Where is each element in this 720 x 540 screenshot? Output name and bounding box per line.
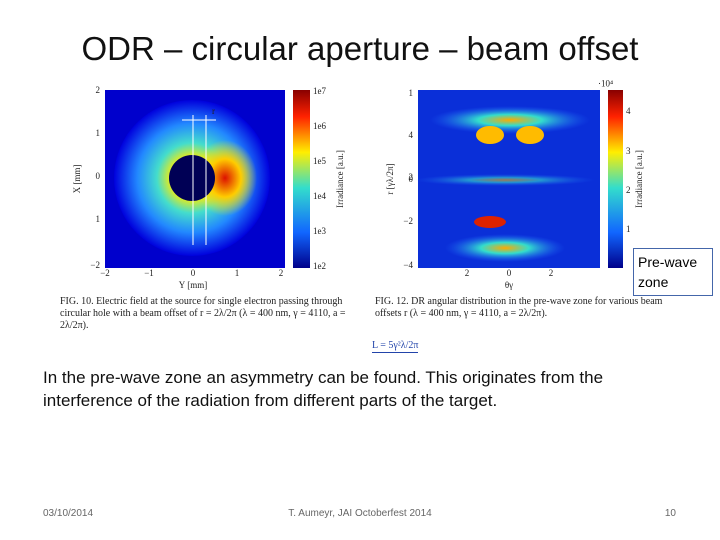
colorbar [608,90,623,268]
tick-label: 0 [507,268,512,278]
tick-label: 2 [465,268,470,278]
tick-label: 2 [279,268,284,278]
tick-label: 1e5 [313,156,326,166]
field-hot [193,140,257,216]
y-ticks: 2 1 0 1 −2 [90,85,100,270]
y-label: X [mm] [72,165,82,194]
tick-label: −4 [403,260,413,270]
tick-label: −2 [403,216,413,226]
tick-label: 1 [409,88,414,98]
tick-label: 0 [191,268,196,278]
tick-label: 4 [409,130,414,140]
tick-label: 2 [96,85,101,95]
body-text: In the pre-wave zone an asymmetry can be… [43,368,604,410]
tick-label: 1 [626,224,631,234]
tick-label: 4 [626,106,631,116]
x-label: Y [mm] [179,280,207,290]
x-ticks: 2 0 2 [465,268,554,278]
tick-label: 2 [549,268,554,278]
caption: FIG. 12. DR angular distribution in the … [375,296,663,319]
x-ticks: −2 −1 0 1 2 [100,268,283,278]
slide-title: ODR – circular aperture – beam offset [81,30,639,67]
tick-label: 2 [409,172,414,182]
tick-label: −2 [90,260,100,270]
tick-label: 1 [235,268,240,278]
colorbar-ticks: 1e7 1e6 1e5 1e4 1e3 1e2 [313,86,326,271]
y-ticks: 4 2 0 −2 −4 [403,130,413,270]
footer-date: 03/10/2014 [43,508,94,519]
tick-label: 1e6 [313,121,326,131]
streak [415,174,595,186]
figures: r 1e7 1e6 1e5 1e4 1e3 1e2 Irradiance [a.… [72,80,644,290]
page-number: 10 [664,508,676,519]
tick-label: 1 [96,128,101,138]
offset-label: r [212,106,215,116]
colorbar-exponent: ·10⁴ [598,80,613,88]
x-label: θγ [505,280,513,290]
annotation: L = 5γ²λ/2π [372,340,419,353]
streak [430,106,590,134]
tick-label: −2 [100,268,110,278]
tick-label: −1 [144,268,154,278]
tick-label: 2 [626,185,631,195]
tick-label: 1e2 [313,261,326,271]
colorbar-label: Irradiance [a.u.] [634,150,644,208]
tick-label: 1e4 [313,191,326,201]
tick-label: 1e7 [313,86,326,96]
tick-label: 1 [96,214,101,224]
colorbar-ticks: 4 3 2 1 [626,106,631,234]
footer-author: T. Aumeyr, JAI Octoberfest 2014 [288,508,432,519]
tick-label: 3 [626,146,631,156]
streak [474,216,506,228]
tick-label: 0 [96,171,101,181]
tick-label: 1e3 [313,226,326,236]
callout: Pre-wave zone [633,248,713,296]
streak [445,234,565,262]
colorbar [293,90,310,268]
caption: FIG. 10. Electric field at the source fo… [60,296,346,331]
colorbar-label: Irradiance [a.u.] [335,150,345,208]
y-label: r [γλ/2π] [385,163,395,194]
streak [516,126,544,144]
streak [476,126,504,144]
aperture [169,155,215,201]
tick-label: 0 [409,174,414,184]
